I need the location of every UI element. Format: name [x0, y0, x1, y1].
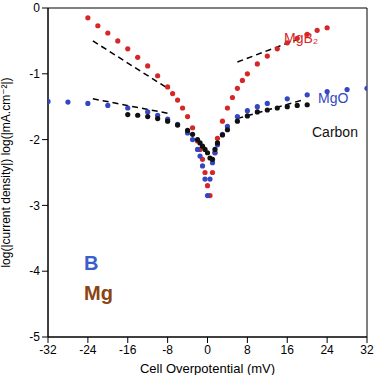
svg-text:24: 24 [320, 343, 334, 357]
svg-text:-3: -3 [29, 199, 40, 213]
svg-text:0: 0 [204, 343, 211, 357]
html-text:B: B [84, 252, 99, 274]
svg-text:16: 16 [281, 343, 295, 357]
svg-text:-32: -32 [39, 343, 57, 357]
svg-text:-24: -24 [79, 343, 97, 357]
svg-text:-5: -5 [29, 330, 40, 344]
svg-text:-8: -8 [162, 343, 173, 357]
svg-text:log(|current density|) log(|mA: log(|current density|) log(|mA.cm⁻²|) [0, 77, 13, 267]
svg-text:Cell Overpotential (mV): Cell Overpotential (mV) [140, 361, 275, 375]
svg-text:8: 8 [244, 343, 251, 357]
html-text:Carbon: Carbon [312, 124, 358, 140]
svg-text:-2: -2 [29, 133, 40, 147]
html-text:MgB₂: MgB₂ [284, 30, 319, 46]
svg-text:-16: -16 [119, 343, 137, 357]
svg-text:-4: -4 [29, 264, 40, 278]
svg-text:32: 32 [360, 343, 374, 357]
html-text:Mg: Mg [84, 282, 113, 304]
svg-text:0: 0 [33, 1, 40, 15]
svg-text:-1: -1 [29, 67, 40, 81]
html-text:MgO: MgO [318, 90, 349, 106]
